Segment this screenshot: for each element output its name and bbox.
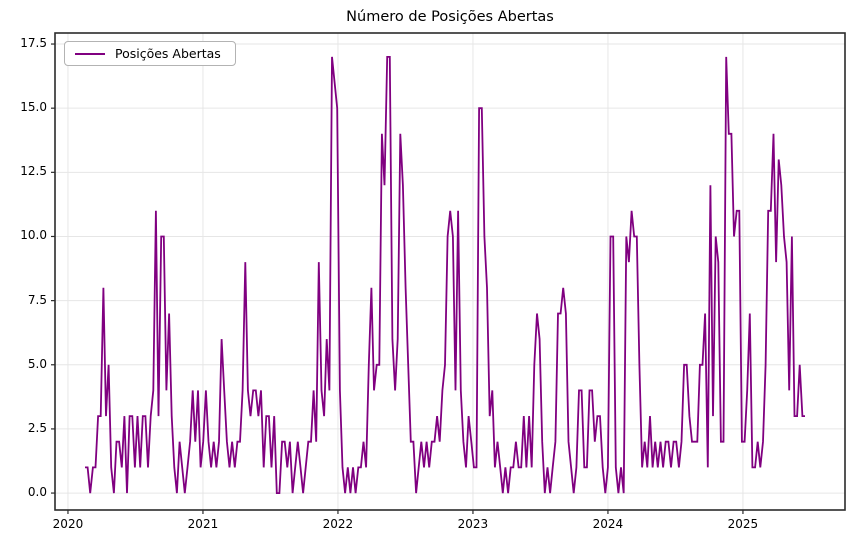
- x-tick-label: 2023: [457, 517, 489, 531]
- y-tick-label: 15.0: [20, 100, 47, 115]
- x-tick-label: 2020: [52, 517, 84, 531]
- legend: Posições Abertas: [64, 41, 236, 66]
- y-tick-label: 17.5: [20, 36, 47, 51]
- x-tick-label: 2022: [322, 517, 354, 531]
- y-tick-label: 10.0: [20, 228, 47, 243]
- y-tick-label: 0.0: [27, 485, 47, 500]
- data-line: [85, 56, 805, 495]
- y-tick-label: 2.5: [27, 420, 47, 435]
- y-tick-label: 7.5: [27, 292, 47, 307]
- legend-label: Posições Abertas: [115, 46, 221, 61]
- x-tick-label: 2021: [187, 517, 219, 531]
- x-tick-label: 2025: [727, 517, 759, 531]
- axes-spines: [54, 32, 846, 511]
- legend-line-sample: [75, 52, 105, 55]
- y-tick-label: 5.0: [27, 356, 47, 371]
- x-tick-label: 2024: [592, 517, 624, 531]
- chart-title: Número de Posições Abertas: [346, 9, 554, 25]
- y-tick-label: 12.5: [20, 164, 47, 179]
